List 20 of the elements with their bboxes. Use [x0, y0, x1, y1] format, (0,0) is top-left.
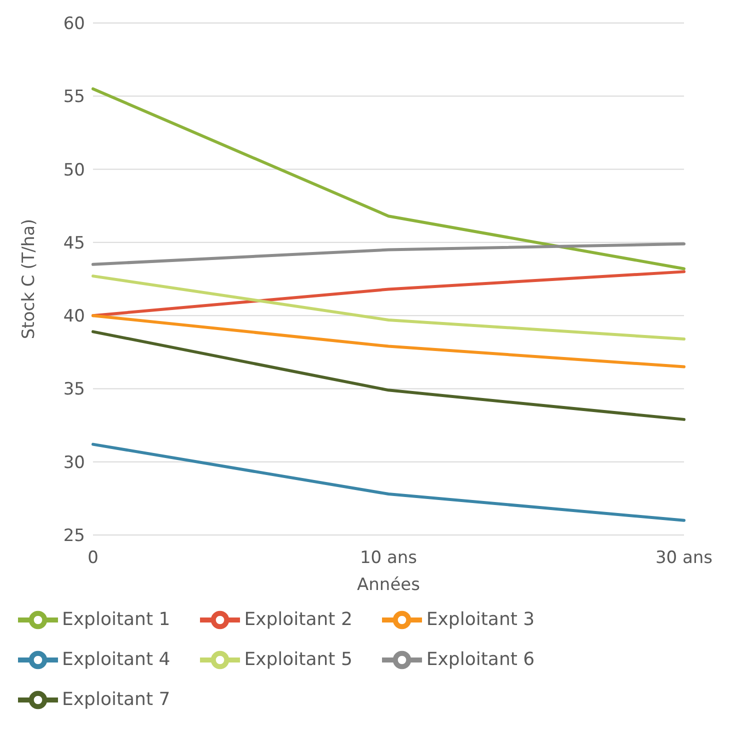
y-tick-label: 50	[63, 160, 85, 180]
y-tick-label: 25	[63, 526, 85, 546]
y-tick-label: 40	[63, 306, 85, 327]
x-tick-label: 30 ans	[655, 548, 713, 568]
legend-label: Exploitant 2	[244, 608, 352, 630]
legend-label: Exploitant 6	[426, 648, 535, 670]
y-axis-title: Stock C (T/ha)	[19, 218, 40, 340]
legend-label: Exploitant 1	[62, 608, 170, 630]
y-tick-label: 30	[63, 452, 85, 473]
legend-label: Exploitant 3	[426, 608, 535, 630]
legend-label: Exploitant 5	[244, 648, 352, 670]
x-tick-label: 0	[88, 548, 98, 568]
legend-label: Exploitant 7	[62, 688, 170, 710]
legend-label: Exploitant 4	[62, 648, 170, 670]
x-tick-label: 10 ans	[360, 548, 418, 568]
y-tick-label: 55	[63, 87, 85, 108]
y-tick-label: 45	[63, 233, 85, 254]
y-tick-label: 60	[63, 14, 85, 34]
x-axis-title: Années	[357, 575, 420, 595]
y-tick-label: 35	[63, 380, 85, 400]
